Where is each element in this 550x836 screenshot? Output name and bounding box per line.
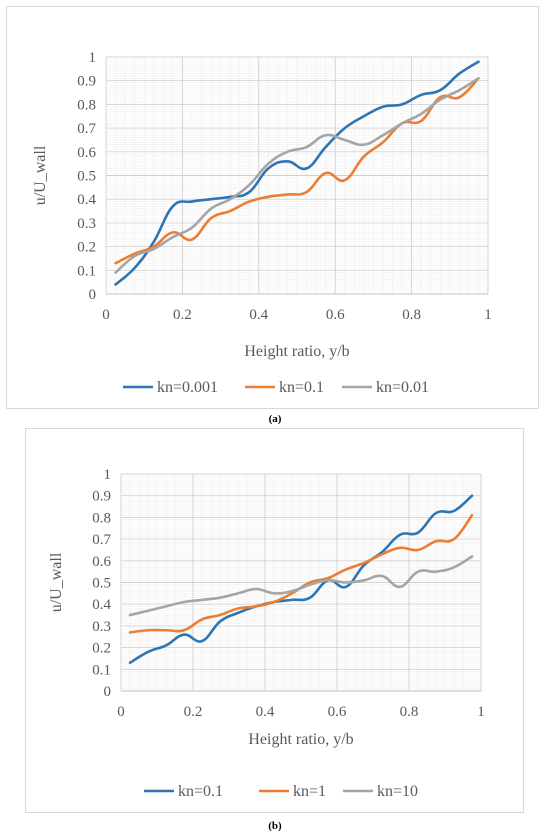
chart-panel-b: 0 0.1 0.2 0.3 0.4 0.5 0.6 0.7 0.8 0.9 1 0 0.2 0.4 0.6 0… [25,428,524,813]
major-grid-b [121,473,482,691]
y-tick-label: 0.3 [77,216,96,232]
series-line-3 [114,77,480,274]
y-tick-label: 0.5 [77,169,96,185]
panel-caption-a: (a) [268,413,282,425]
y-tick-label: 0.5 [92,576,111,592]
y-tick-label: 0.9 [77,74,96,90]
x-tick-label: 0 [117,704,125,720]
y-tick-label: 0.9 [92,489,111,505]
y-tick-label: 0.6 [77,145,96,161]
line-chart-b: 0 0.1 0.2 0.3 0.4 0.5 0.6 0.7 0.8 0.9 1 0 0.2 0.4 0.6 0… [48,467,485,800]
y-tick-label: 0.2 [77,240,96,256]
y-tick-label: 1 [104,467,112,483]
y-tick-label: 0.3 [92,619,111,635]
legend-label: kn=1 [293,783,326,800]
x-tick-label: 0.4 [256,704,275,720]
y-tick-label: 0.4 [92,597,111,613]
series-line-3 [128,555,474,617]
x-tick-label: 0.2 [173,307,192,323]
series-line-2 [114,77,480,265]
legend: kn=0.1 kn=1 kn=10 [144,783,418,800]
y-tick-label: 0.8 [77,97,96,113]
legend-label: kn=0.01 [376,379,429,396]
x-tick-label: 0.4 [249,307,268,323]
legend-label: kn=0.1 [279,379,324,396]
y-tick-label: 0.1 [92,662,111,678]
y-tick-label: 0.4 [77,192,96,208]
x-axis-title: Height ratio, y/b [248,731,353,748]
legend: kn=0.001 kn=0.1 kn=0.01 [123,379,429,396]
y-tick-label: 0.1 [77,263,96,279]
y-tick-label: 0.2 [92,641,111,657]
y-tick-label: 1 [89,50,97,66]
y-tick-label: 0.7 [92,532,111,548]
x-tick-label: 0 [102,307,110,323]
panel-caption-b: (b) [268,820,282,832]
y-tick-label: 0 [104,684,112,700]
x-axis-title: Height ratio, y/b [244,343,349,360]
minor-grid-b [121,474,481,691]
x-tick-label: 1 [477,704,485,720]
y-tick-label: 0.7 [77,121,96,137]
line-chart-a: 0 0.1 0.2 0.3 0.4 0.5 0.6 0.7 0.8 0.9 1 0 0.2 0.4 0.6 0… [32,50,492,396]
series-line-1 [114,60,480,286]
series-line-1 [128,494,474,665]
y-axis-title: u/U_wall [32,145,49,205]
y-tick-label: 0 [89,287,97,303]
x-tick-label: 0.8 [402,307,421,323]
legend-label: kn=10 [377,783,418,800]
legend-label: kn=0.001 [157,379,218,396]
legend-label: kn=0.1 [178,783,223,800]
x-tick-label: 0.6 [328,704,347,720]
chart-panel-a: 0 0.1 0.2 0.3 0.4 0.5 0.6 0.7 0.8 0.9 1 0 0.2 0.4 0.6 0… [6,6,539,409]
major-grid-a [106,56,489,294]
x-tick-label: 0.6 [326,307,345,323]
y-axis-title: u/U_wall [48,552,65,612]
y-tick-label: 0.8 [92,510,111,526]
x-tick-label: 0.2 [184,704,203,720]
x-tick-label: 1 [484,307,492,323]
x-tick-label: 0.8 [400,704,419,720]
y-tick-label: 0.6 [92,554,111,570]
